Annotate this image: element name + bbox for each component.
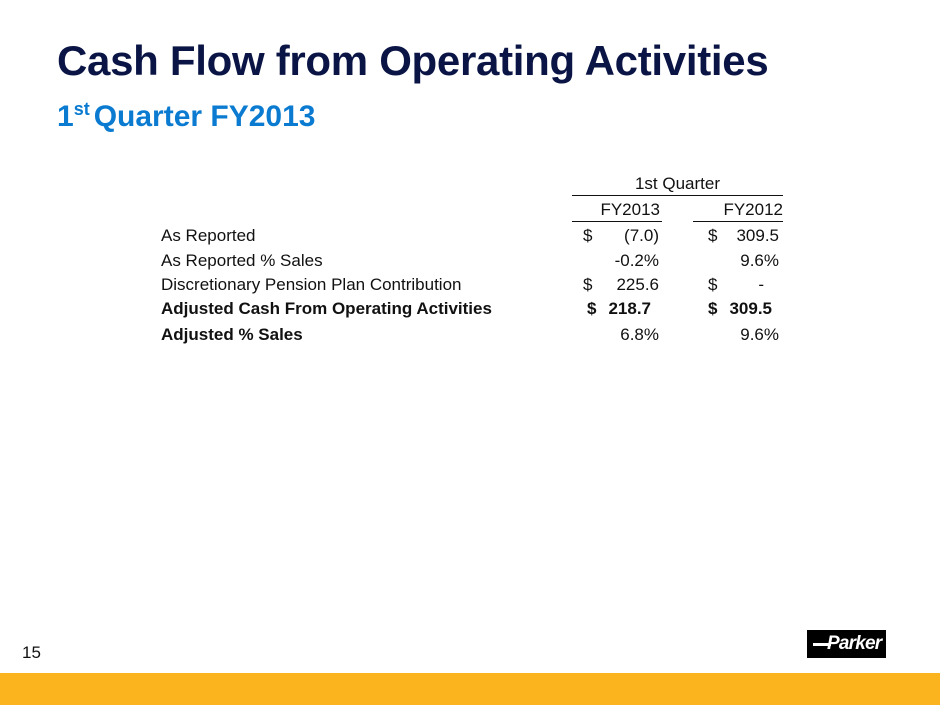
parker-logo: Parker — [807, 630, 886, 658]
row-label: As Reported % Sales — [161, 251, 323, 270]
fy2013-currency: $ — [583, 226, 593, 245]
logo-stripe-icon — [813, 643, 831, 646]
fy2013-value: 225.6 — [616, 275, 659, 294]
column-header-fy2013: FY2013 — [572, 200, 662, 222]
row-label: Adjusted Cash From Operating Activities — [161, 299, 492, 318]
table-row: As Reported % Sales -0.2% 9.6% — [0, 249, 940, 273]
fy2013-value: -0.2% — [614, 251, 659, 270]
fy2013-currency: $ — [587, 299, 597, 318]
fy2013-value: 218.7 — [608, 299, 651, 318]
row-label: Discretionary Pension Plan Contribution — [161, 275, 462, 294]
fy2012-value: 309.5 — [736, 226, 779, 245]
fy2013-currency: $ — [583, 275, 593, 294]
fy2012-currency: $ — [708, 299, 718, 318]
slide-subtitle: 1st Quarter FY2013 — [57, 100, 315, 132]
fy2012-value: - — [758, 275, 764, 294]
row-label: As Reported — [161, 226, 256, 245]
footer-bar — [0, 673, 940, 705]
subtitle-superscript: st — [73, 99, 90, 119]
table-row: Adjusted % Sales 6.8% 9.6% — [0, 323, 940, 347]
row-label: Adjusted % Sales — [161, 325, 303, 344]
subtitle-number: 1 — [57, 100, 74, 133]
fy2012-currency: $ — [708, 226, 718, 245]
fy2012-currency: $ — [708, 275, 718, 294]
group-header: 1st Quarter — [572, 174, 783, 196]
fy2012-value: 309.5 — [729, 299, 772, 318]
table-row: As Reported $ (7.0) $ 309.5 — [0, 224, 940, 248]
fy2012-value: 9.6% — [740, 325, 779, 344]
logo-text: Parker — [827, 633, 882, 654]
table-row: Discretionary Pension Plan Contribution … — [0, 273, 940, 297]
table-row: Adjusted Cash From Operating Activities … — [0, 297, 940, 321]
fy2013-value: 6.8% — [620, 325, 659, 344]
slide-title: Cash Flow from Operating Activities — [57, 37, 769, 84]
column-header-fy2012: FY2012 — [693, 200, 783, 222]
column-header-fy2013-label: FY2013 — [600, 200, 660, 219]
page-number: 15 — [22, 643, 41, 662]
subtitle-text: Quarter FY2013 — [93, 100, 316, 133]
fy2013-value: (7.0) — [624, 226, 659, 245]
fy2012-value: 9.6% — [740, 251, 779, 270]
